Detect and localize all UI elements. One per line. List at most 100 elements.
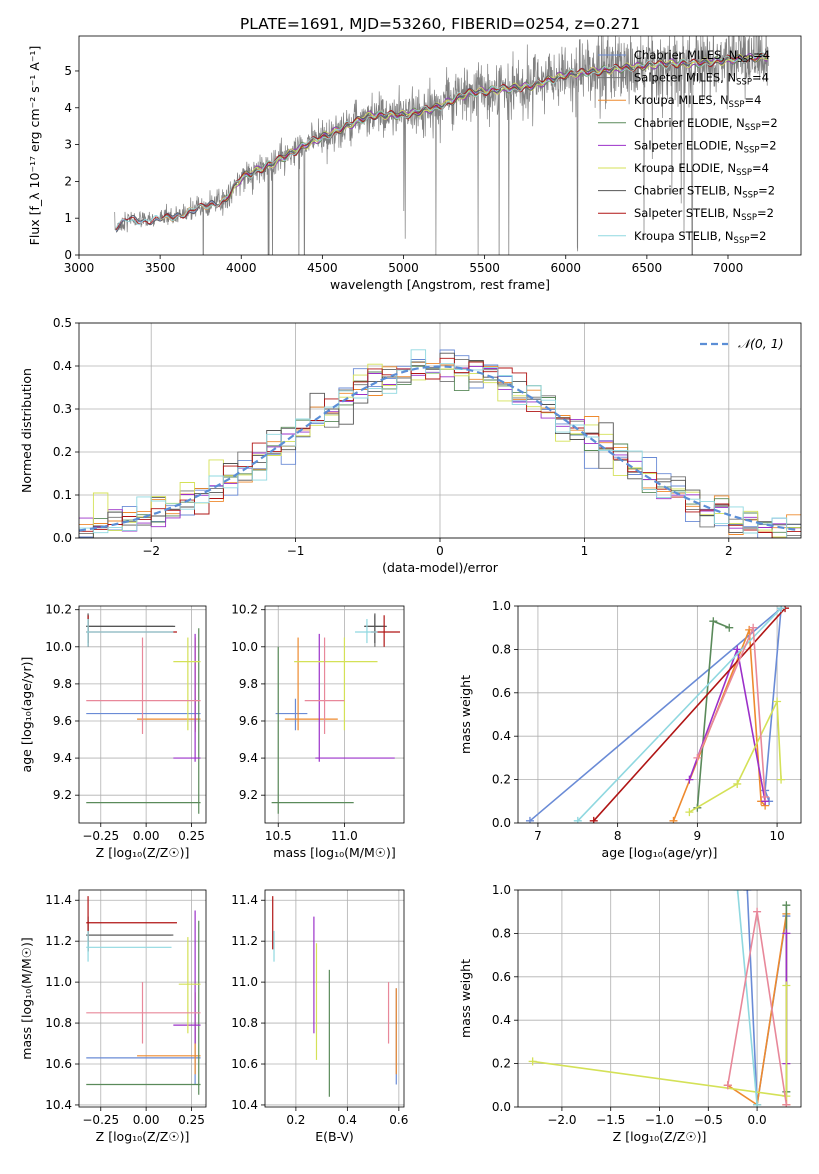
y-tick-label: 0.0 [492,816,511,830]
legend-subscript: SSP [745,123,761,133]
x-tick-label: 6500 [632,261,663,275]
gridlines [265,606,404,823]
weight-line [746,890,788,1105]
x-tick-label: 7000 [713,261,744,275]
weight-marker [693,753,702,762]
y-axis-label: Normed distribution [19,368,34,493]
legend-label: Chabrier STELIB, NSSP=2 [634,184,775,201]
model-line-6 [115,54,769,233]
weight-marker [733,779,742,788]
y-tick-label: 11.2 [45,934,72,948]
x-tick-label: 4000 [226,261,257,275]
y-tick-label: 0.0 [53,531,72,545]
x-tick-label: 4500 [307,261,338,275]
weight-marker [709,617,718,626]
figure-title: PLATE=1691, MJD=53260, FIBERID=0254, z=0… [240,15,640,33]
y-tick-label: 10.2 [45,603,72,617]
x-tick-label: 10.5 [265,829,292,843]
weight-line [688,701,782,813]
y-tick-label: 3 [64,138,72,152]
weight-marker [753,1100,762,1107]
y-tick-label: 10.4 [45,1098,72,1112]
legend-value: =2 [760,138,777,152]
y-tick-label: 10.6 [231,1057,258,1071]
panel-age-vs-mass: 10.5 11.0 9.2 9.4 9.6 9.8 10.0 10.2 mass [log₁₀(… [231,603,405,860]
y-tick-label: 11.0 [231,975,258,989]
x-axis-label: Z [log₁₀(Z/Z☉)] [96,845,190,860]
legend-subscript: SSP [734,236,750,246]
y-axis-label: mass [log₁₀(M/M☉)] [19,937,34,1059]
x-tick-label: −0.25 [82,829,119,843]
y-axis-label: Flux [f_λ 10⁻¹⁷ erg cm⁻² s⁻¹ A⁻¹] [27,46,42,246]
weight-line [736,890,758,1105]
weight-marker [777,775,786,784]
normal-reference-curve [79,365,799,532]
x-tick-label: 0 [436,544,444,558]
x-tick-label: 9 [694,829,702,843]
x-axis-label: mass [log₁₀(M/M☉)] [273,845,395,860]
panel-residuals: −2 −1 0 1 2 0.0 0.1 0.2 0.3 0.4 0.5 (data-model)/er… [19,316,802,575]
axes-frame [517,605,802,824]
legend-label: Kroupa ELODIE, NSSP=4 [634,161,769,178]
y-tick-label: 0.4 [53,359,72,373]
weight-marker [782,981,791,990]
y-tick-label: 10.4 [231,1098,258,1112]
weight-line [577,607,782,822]
plot-area [86,896,201,1095]
y-tick-label: 0.0 [492,1100,511,1114]
y-tick-label: 1 [64,211,72,225]
legend-subscript: SSP [744,145,760,155]
y-tick-label: 9.4 [53,751,72,765]
y-tick-label: 10.0 [231,640,258,654]
x-tick-label: 5000 [388,261,419,275]
x-tick-label: −1.0 [645,1113,674,1127]
legend-subscript: SSP [737,55,753,65]
y-tick-label: 9.2 [239,788,258,802]
legend-subscript: SSP [736,78,752,88]
y-tick-label: 11.2 [231,934,258,948]
x-tick-label: −0.25 [82,1113,119,1127]
panel-age-vs-Z: −0.25 0.00 0.25 9.2 9.4 9.6 9.8 10.0 10.2 Z [log₁… [19,603,207,860]
legend-value: =2 [749,229,766,243]
weight-marker [685,808,694,817]
x-tick-label: 11.0 [331,829,358,843]
y-tick-label: 4 [64,101,72,115]
legend-label: Salpeter STELIB, NSSP=2 [634,206,774,223]
model-line-5 [225,53,768,201]
legend-value: =2 [761,116,778,130]
weight-line [593,607,786,822]
y-axis-label: mass weight [458,959,473,1038]
x-tick-label: −2 [142,544,160,558]
gridlines [79,890,206,1107]
x-axis-label: age [log₁₀(age/yr)] [602,845,718,860]
x-tick-label: −1 [287,544,305,558]
x-tick-label: 10 [769,829,784,843]
axes-frame [264,605,405,824]
plot-area [272,896,397,1097]
y-tick-label: 10.8 [45,1016,72,1030]
legend-label: Chabrier MILES, NSSP=4 [634,48,770,65]
x-tick-label: 0.0 [748,1113,767,1127]
weight-marker [589,816,598,823]
x-tick-label: 0.25 [178,1113,205,1127]
y-tick-label: 1.0 [492,599,511,613]
legend-value: =4 [752,71,769,85]
y-tick-label: 0.8 [492,926,511,940]
axes-frame [78,605,207,824]
legend-subscript: SSP [742,191,758,201]
plot-area [86,613,201,814]
y-tick-label: 0.6 [492,970,511,984]
panel-weight-vs-age: 7 8 9 10 0.0 0.2 0.4 0.6 0.8 1.0 age [log₁₀(age/yr… [458,599,802,860]
weight-marker [733,645,742,654]
axes-frame [78,35,802,256]
y-tick-label: 2 [64,174,72,188]
legend-value: =4 [753,48,770,62]
x-tick-label: 0.00 [133,1113,160,1127]
x-tick-label: 0.25 [178,829,205,843]
legend-label: Kroupa MILES, NSSP=4 [634,93,761,110]
y-tick-label: 0.5 [53,316,72,330]
legend-label: Salpeter MILES, NSSP=4 [634,71,769,88]
legend-label: Salpeter ELODIE, NSSP=2 [634,138,777,155]
panel-mass-vs-ebv: 0.2 0.4 0.6 10.4 10.6 10.8 11.0 11.2 11.4 E(B-V) [231,889,408,1144]
